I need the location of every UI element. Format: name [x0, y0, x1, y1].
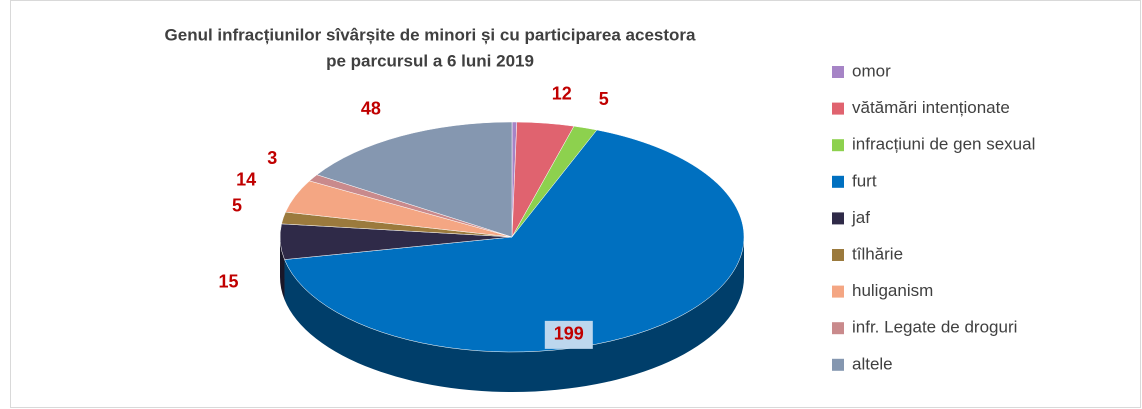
data-label: 5 [599, 89, 609, 109]
legend-swatch [832, 66, 844, 78]
chart-title: Genul infracțiunilor sîvârșite de minori… [165, 25, 697, 44]
legend-label: huliganism [852, 281, 933, 300]
legend-swatch [832, 358, 844, 371]
data-label: 14 [236, 169, 256, 189]
legend-label: altele [852, 354, 893, 373]
legend-swatch [832, 139, 844, 152]
chart-title: pe parcursul a 6 luni 2019 [326, 51, 534, 70]
legend-label: jaf [851, 208, 870, 227]
pie: 12 5 199 15 5 14 3 48 [218, 83, 745, 392]
data-labels: 12 5 199 15 5 14 3 48 [218, 83, 609, 349]
pie-sides [280, 237, 744, 392]
data-label: 15 [218, 271, 238, 291]
legend-swatch [832, 322, 844, 335]
legend-swatch [832, 102, 844, 115]
data-label-box [544, 320, 593, 349]
legend-swatch [832, 212, 844, 225]
legend-label: infr. Legate de droguri [852, 318, 1017, 337]
legend-label: furt [852, 171, 877, 190]
legend-label: infracțiuni de gen sexual [852, 135, 1035, 154]
slice-side [284, 237, 744, 392]
legend-label: vătămări intenționate [852, 98, 1010, 117]
legend-label: tîlhărie [852, 244, 903, 263]
pie-tops [279, 121, 745, 353]
data-label: 3 [267, 148, 277, 168]
data-label: 199 [554, 324, 584, 344]
data-label: 12 [552, 83, 572, 103]
legend-label: omor [852, 61, 891, 80]
data-label: 5 [232, 195, 242, 215]
legend-swatch [832, 249, 844, 261]
legend: omor vătămări intenționate infracțiuni de … [832, 61, 1035, 373]
legend-swatch [832, 285, 844, 298]
legend-swatch [832, 175, 844, 188]
slice [284, 129, 745, 353]
data-label: 48 [361, 99, 381, 119]
slice-side [280, 237, 285, 300]
slice [316, 121, 513, 238]
